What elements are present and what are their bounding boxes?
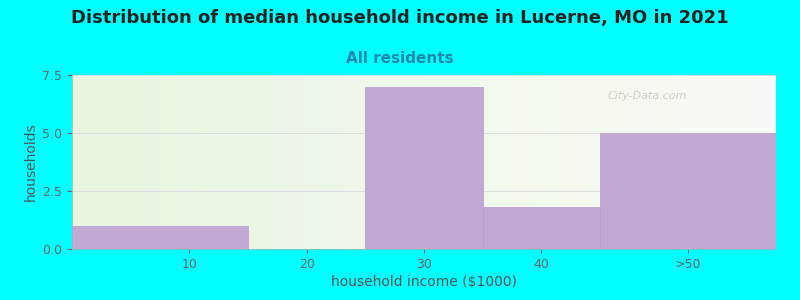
Text: Distribution of median household income in Lucerne, MO in 2021: Distribution of median household income … [71, 9, 729, 27]
Text: All residents: All residents [346, 51, 454, 66]
X-axis label: household income ($1000): household income ($1000) [331, 275, 517, 289]
Bar [482, 207, 600, 249]
Y-axis label: households: households [24, 123, 38, 201]
Bar [72, 226, 248, 249]
Text: City-Data.com: City-Data.com [607, 91, 686, 101]
Bar [366, 87, 482, 249]
Bar [600, 133, 776, 249]
